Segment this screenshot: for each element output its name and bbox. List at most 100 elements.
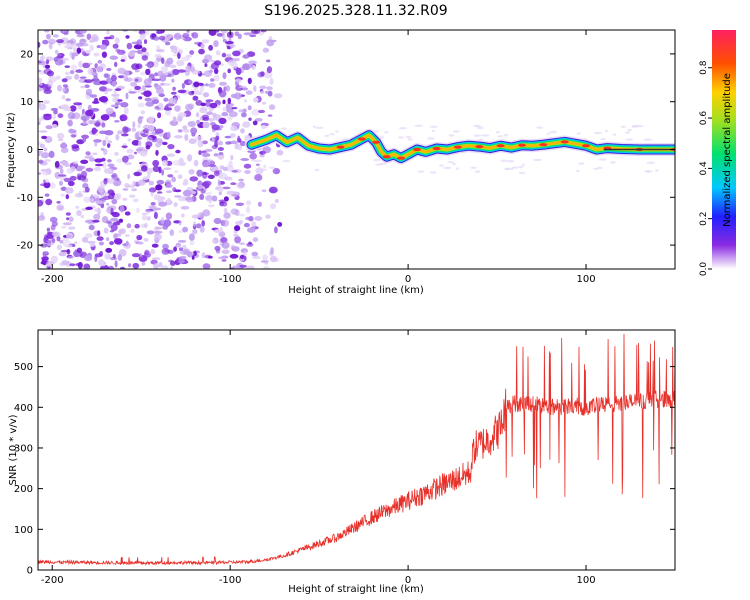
noise-blob — [109, 241, 114, 246]
noise-blob — [77, 175, 87, 181]
noise-blob — [177, 69, 187, 73]
noise-blob — [85, 167, 94, 172]
noise-blob — [245, 206, 251, 214]
noise-blob — [66, 217, 70, 221]
noise-blob — [102, 196, 111, 200]
noise-blob — [144, 222, 148, 228]
noise-blob — [157, 112, 162, 119]
noise-blob — [497, 135, 504, 138]
noise-blob — [138, 96, 143, 100]
noise-blob — [85, 206, 93, 210]
spectrogram-x-label: Height of straight line (km) — [288, 285, 424, 296]
noise-blob — [106, 30, 110, 35]
noise-blob — [172, 86, 176, 91]
noise-blob — [101, 122, 106, 128]
noise-blob — [44, 178, 50, 184]
noise-blob — [190, 63, 194, 70]
noise-blob — [234, 236, 242, 244]
noise-blob — [181, 56, 190, 62]
noise-blob — [145, 209, 152, 213]
noise-blob — [89, 242, 96, 247]
noise-blob — [100, 147, 105, 151]
noise-blob — [215, 50, 221, 56]
ridge-peak — [413, 147, 421, 152]
noise-blob — [67, 189, 73, 194]
noise-blob — [262, 254, 268, 261]
noise-blob — [65, 232, 73, 239]
noise-blob — [242, 63, 251, 71]
noise-blob — [495, 130, 500, 134]
noise-blob — [276, 149, 284, 156]
noise-blob — [158, 201, 168, 207]
noise-blob — [128, 194, 136, 198]
noise-blob — [218, 90, 227, 98]
noise-blob — [103, 227, 109, 234]
noise-blob — [452, 162, 456, 166]
noise-blob — [76, 47, 82, 54]
noise-blob — [259, 85, 267, 90]
noise-blob — [38, 172, 42, 175]
noise-blob — [52, 114, 56, 120]
noise-blob — [218, 199, 226, 202]
noise-blob — [169, 120, 179, 126]
noise-blob — [160, 217, 165, 225]
noise-blob — [178, 112, 187, 118]
noise-blob — [96, 65, 103, 73]
noise-blob — [47, 239, 52, 244]
noise-blob — [202, 263, 211, 269]
noise-blob — [48, 42, 53, 50]
chart-title: S196.2025.328.11.32.R09 — [264, 3, 447, 19]
noise-blob — [64, 164, 69, 167]
noise-blob — [234, 31, 240, 36]
noise-blob — [83, 196, 91, 203]
noise-blob — [414, 124, 423, 128]
noise-blob — [94, 129, 98, 133]
noise-blob — [178, 247, 184, 251]
noise-blob — [245, 90, 253, 95]
noise-blob — [245, 53, 249, 58]
noise-blob — [76, 247, 83, 253]
noise-blob — [329, 133, 335, 136]
noise-blob — [193, 250, 197, 256]
noise-blob — [106, 67, 112, 71]
noise-blob — [215, 132, 220, 137]
noise-blob — [114, 120, 120, 123]
noise-blob — [84, 219, 94, 224]
noise-blob — [267, 90, 273, 97]
noise-blob — [154, 230, 163, 234]
noise-blob — [117, 254, 123, 261]
noise-blob — [546, 132, 550, 136]
noise-blob — [452, 130, 460, 133]
noise-blob — [91, 72, 97, 75]
noise-blob — [221, 202, 228, 207]
y-tick-label: 100 — [14, 525, 33, 536]
spectrogram-noise — [38, 30, 659, 269]
noise-blob — [175, 149, 181, 154]
noise-blob — [398, 127, 407, 130]
colorbar-tick-label: 0.8 — [699, 60, 709, 75]
noise-blob — [165, 184, 173, 188]
noise-blob — [251, 221, 257, 229]
noise-blob — [456, 167, 460, 170]
noise-blob — [61, 95, 66, 100]
noise-blob — [61, 78, 68, 83]
noise-blob — [115, 133, 120, 141]
noise-blob — [74, 193, 84, 198]
noise-blob — [221, 219, 229, 227]
noise-blob — [230, 125, 238, 132]
noise-blob — [47, 137, 52, 142]
noise-blob — [143, 78, 152, 86]
noise-blob — [247, 227, 256, 233]
noise-blob — [56, 200, 61, 204]
noise-blob — [85, 109, 94, 117]
noise-blob — [212, 112, 217, 118]
noise-blob — [120, 59, 126, 62]
noise-blob — [141, 215, 148, 221]
noise-blob — [154, 53, 162, 59]
noise-blob — [140, 150, 148, 157]
noise-blob — [213, 153, 219, 157]
noise-blob — [251, 251, 259, 257]
noise-blob — [231, 106, 238, 110]
noise-blob — [158, 35, 166, 41]
noise-blob — [132, 198, 139, 203]
